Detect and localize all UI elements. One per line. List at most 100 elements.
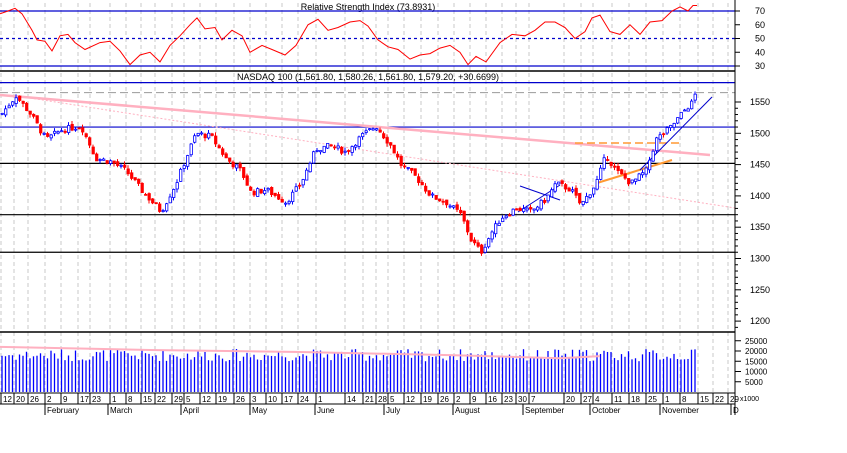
candle-down: [413, 168, 417, 176]
candle-down: [28, 110, 32, 115]
volume-tick-label: 10000: [745, 368, 768, 377]
month-label: May: [252, 406, 267, 415]
candle-up: [186, 155, 190, 167]
candle-down: [259, 188, 263, 194]
candle-down: [515, 208, 519, 211]
x-tick-label: 19: [218, 395, 227, 404]
candle-down: [214, 135, 218, 145]
price-tick-label: 1350: [750, 222, 770, 232]
volume-tick-label: 15000: [745, 357, 768, 366]
x-tick-label: 12: [406, 395, 415, 404]
candle-up: [553, 183, 557, 192]
rsi-panel: Relative Strength Index (73.8931) 70 60 50…: [0, 2, 765, 71]
candle-up: [354, 144, 358, 148]
month-label: October: [592, 406, 621, 415]
x-tick-label: 26: [236, 395, 245, 404]
x-tick-label: 9: [63, 395, 68, 404]
x-tick-label: 1: [112, 395, 117, 404]
candle-up: [207, 132, 211, 139]
candle-up: [200, 132, 204, 135]
candle-down: [270, 186, 274, 196]
candle-down: [32, 113, 36, 117]
candle-up: [490, 231, 494, 240]
candle-up: [431, 193, 435, 196]
rsi-levels: [0, 10, 735, 67]
candle-down: [378, 129, 382, 133]
candle-down: [329, 144, 333, 147]
candle-up: [525, 207, 529, 211]
month-label: September: [525, 406, 564, 415]
candle-up: [14, 97, 18, 104]
candle-down: [543, 199, 547, 203]
candle-down: [333, 146, 337, 149]
candle-up: [501, 217, 505, 223]
candle-up: [266, 188, 270, 191]
candle-down: [420, 182, 424, 186]
orange-support-trendline: [596, 159, 673, 184]
x-tick-label: 30: [518, 395, 527, 404]
candle-down: [392, 144, 396, 154]
candle-down: [609, 161, 613, 166]
blue-uptrend-line: [639, 96, 713, 171]
candle-up: [263, 190, 267, 194]
candle-up: [532, 208, 536, 211]
candle-down: [249, 186, 253, 191]
pink-dotted-trendline: [29, 97, 736, 209]
candle-up: [301, 179, 305, 186]
candle-down: [21, 100, 25, 104]
candle-up: [196, 132, 200, 136]
candle-up: [375, 128, 379, 131]
x-tick-label: 4: [595, 395, 600, 404]
volume-unit-label: x1000: [740, 396, 759, 403]
price-tick-label: 1500: [750, 128, 770, 138]
month-label: D: [733, 406, 739, 415]
candle-up: [74, 128, 78, 131]
month-label: July: [386, 406, 400, 415]
candle-down: [25, 102, 29, 111]
x-tick-label: 27: [583, 395, 592, 404]
candles: [0, 91, 697, 256]
candle-down: [567, 187, 571, 192]
candle-up: [630, 179, 634, 184]
candle-down: [217, 145, 221, 149]
candle-down: [245, 175, 249, 186]
candle-down: [473, 239, 477, 244]
candle-up: [557, 181, 561, 185]
x-tick-label: 26: [440, 395, 449, 404]
x-tick-label: 15: [143, 395, 152, 404]
candle-up: [406, 167, 410, 169]
candle-up: [175, 182, 179, 190]
month-label: April: [183, 406, 199, 415]
x-tick-label: 2: [47, 395, 52, 404]
x-tick-label: 12: [202, 395, 211, 404]
candle-up: [56, 131, 60, 134]
candle-up: [53, 130, 57, 134]
candle-up: [690, 100, 694, 110]
x-tick-label: 11: [614, 395, 623, 404]
x-tick-label: 23: [504, 395, 513, 404]
candle-up: [637, 173, 641, 181]
price-axis: 1550 1500 1450 1400 1350 1300 1250 1200: [735, 97, 770, 328]
volume-tick-label: 25000: [745, 337, 768, 346]
candle-down: [459, 209, 463, 214]
candle-down: [63, 130, 67, 133]
candle-up: [287, 200, 291, 204]
candle-up: [483, 246, 487, 253]
candle-down: [347, 150, 351, 152]
candle-up: [693, 93, 697, 101]
candle-up: [305, 169, 309, 181]
candle-up: [182, 165, 186, 169]
candle-down: [529, 207, 533, 210]
candle-down: [130, 172, 134, 179]
candle-up: [452, 205, 456, 208]
candle-up: [641, 172, 645, 176]
price-tick-label: 1450: [750, 160, 770, 170]
candle-down: [228, 157, 232, 162]
candle-up: [235, 164, 239, 169]
x-tick-label: 8: [128, 395, 133, 404]
x-tick-label: 2: [456, 395, 461, 404]
candle-up: [284, 202, 288, 205]
x-tick-label: 1: [318, 395, 323, 404]
rsi-axis: 70 60 50 40 30: [735, 6, 765, 71]
